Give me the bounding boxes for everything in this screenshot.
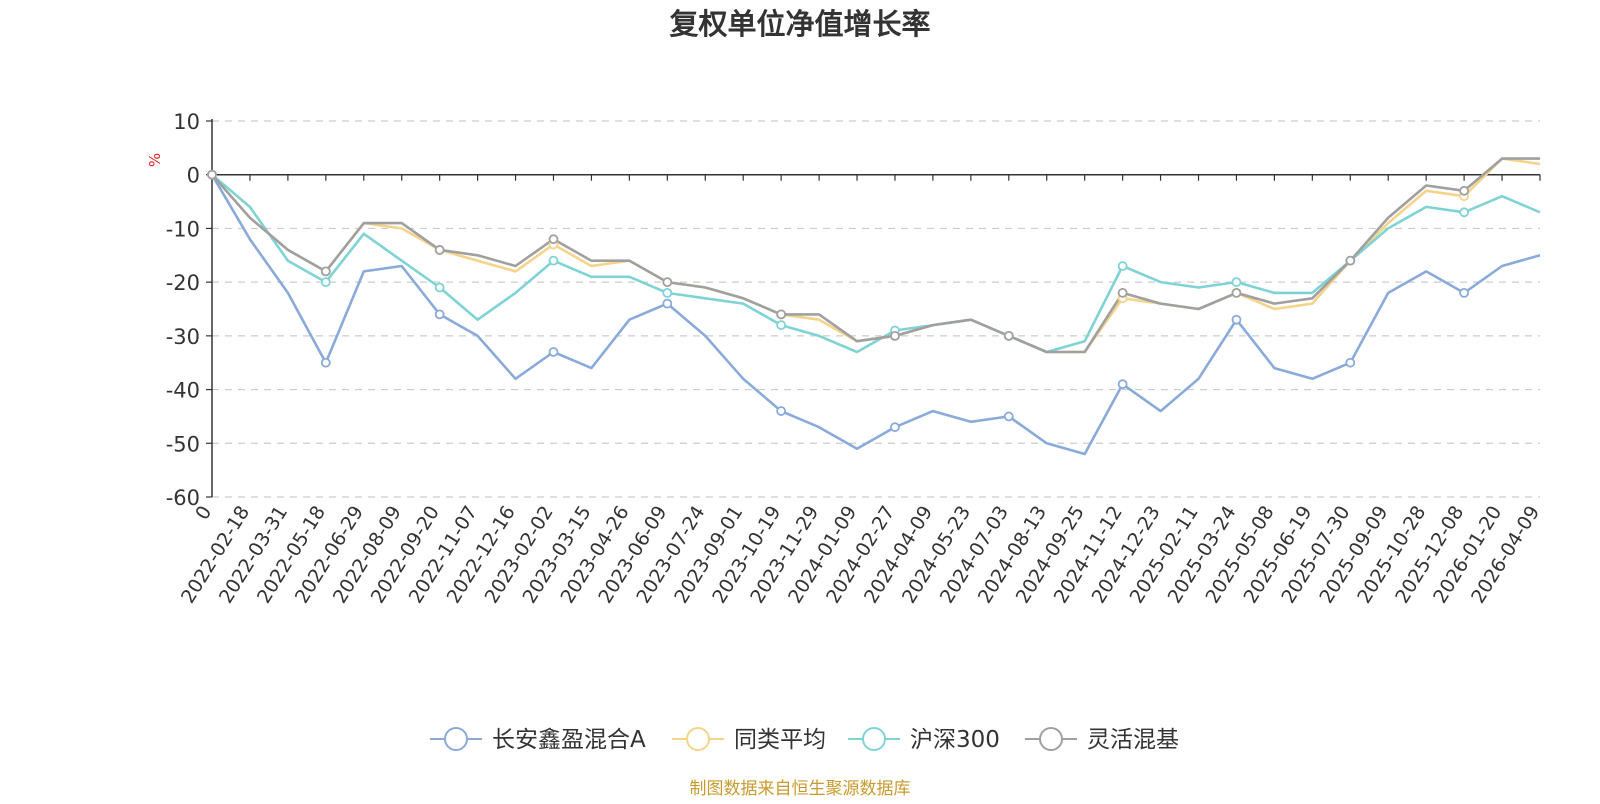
- series-point: [434, 309, 445, 320]
- series-points: [207, 169, 1470, 433]
- series-point: [434, 245, 445, 255]
- series-point: [548, 234, 559, 245]
- series-point: [890, 330, 900, 341]
- series-point: [1231, 277, 1242, 288]
- y-tick-label: -50: [166, 432, 200, 456]
- axes: 100-10-20-30-40-50-6002022-02-182022-03-…: [166, 110, 1545, 607]
- series-point: [1231, 287, 1242, 298]
- legend-item[interactable]: 同类平均: [672, 727, 826, 753]
- chart-title: 复权单位净值增长率: [669, 7, 930, 41]
- series-point: [662, 277, 673, 288]
- y-tick-label: -30: [166, 325, 200, 349]
- legend-item[interactable]: 沪深300: [848, 727, 1000, 753]
- y-axis-unit-label: %: [146, 153, 164, 167]
- series-point: [1459, 207, 1470, 218]
- y-tick-label: -10: [166, 217, 200, 241]
- legend-label: 长安鑫盈混合A: [492, 727, 646, 753]
- legend-label: 沪深300: [910, 727, 1000, 753]
- series-line-1: [211, 157, 1541, 354]
- series-point: [776, 406, 787, 416]
- legend-marker: [862, 727, 886, 751]
- x-tick-label: 0: [191, 502, 216, 524]
- series-point: [1117, 287, 1128, 298]
- series-point: [1345, 357, 1356, 368]
- series-point: [548, 347, 559, 357]
- data-source-footer: 制图数据来自恒生聚源数据库: [690, 779, 911, 799]
- series-point: [320, 266, 331, 277]
- series-point: [320, 277, 331, 288]
- series-point: [662, 287, 673, 298]
- series-point: [1459, 185, 1470, 196]
- series-point: [548, 255, 559, 266]
- grid-lines: [212, 120, 1540, 498]
- series-point: [776, 309, 787, 320]
- legend: 长安鑫盈混合A 同类平均 沪深300 灵活混基: [430, 727, 1179, 753]
- series-lines: [210, 157, 1541, 456]
- legend-marker: [1039, 727, 1063, 751]
- y-tick-label: 10: [173, 110, 200, 134]
- series-point: [1117, 261, 1128, 271]
- legend-item[interactable]: 长安鑫盈混合A: [430, 727, 646, 753]
- y-tick-label: 0: [187, 164, 200, 188]
- series-line-3: [211, 157, 1540, 354]
- series-point: [434, 282, 445, 293]
- series-point: [776, 320, 787, 331]
- series-line-2: [211, 173, 1541, 354]
- y-tick-label: -20: [166, 271, 200, 295]
- legend-label: 灵活混基: [1087, 727, 1179, 753]
- y-tick-label: -60: [166, 486, 200, 510]
- series-line-0: [210, 174, 1541, 456]
- series-point: [207, 169, 217, 180]
- legend-marker: [686, 727, 710, 751]
- legend-item[interactable]: 灵活混基: [1025, 727, 1179, 753]
- series-point: [1231, 314, 1242, 325]
- series-point: [1003, 330, 1014, 341]
- series-point: [320, 357, 331, 368]
- series-point: [890, 422, 900, 433]
- series-point: [1003, 411, 1014, 422]
- series-point: [1459, 287, 1470, 298]
- y-tick-label: -40: [166, 379, 200, 403]
- legend-label: 同类平均: [734, 727, 826, 753]
- series-point: [662, 298, 673, 309]
- series-point: [1345, 255, 1356, 266]
- legend-marker: [444, 727, 468, 751]
- series-point: [1117, 379, 1128, 390]
